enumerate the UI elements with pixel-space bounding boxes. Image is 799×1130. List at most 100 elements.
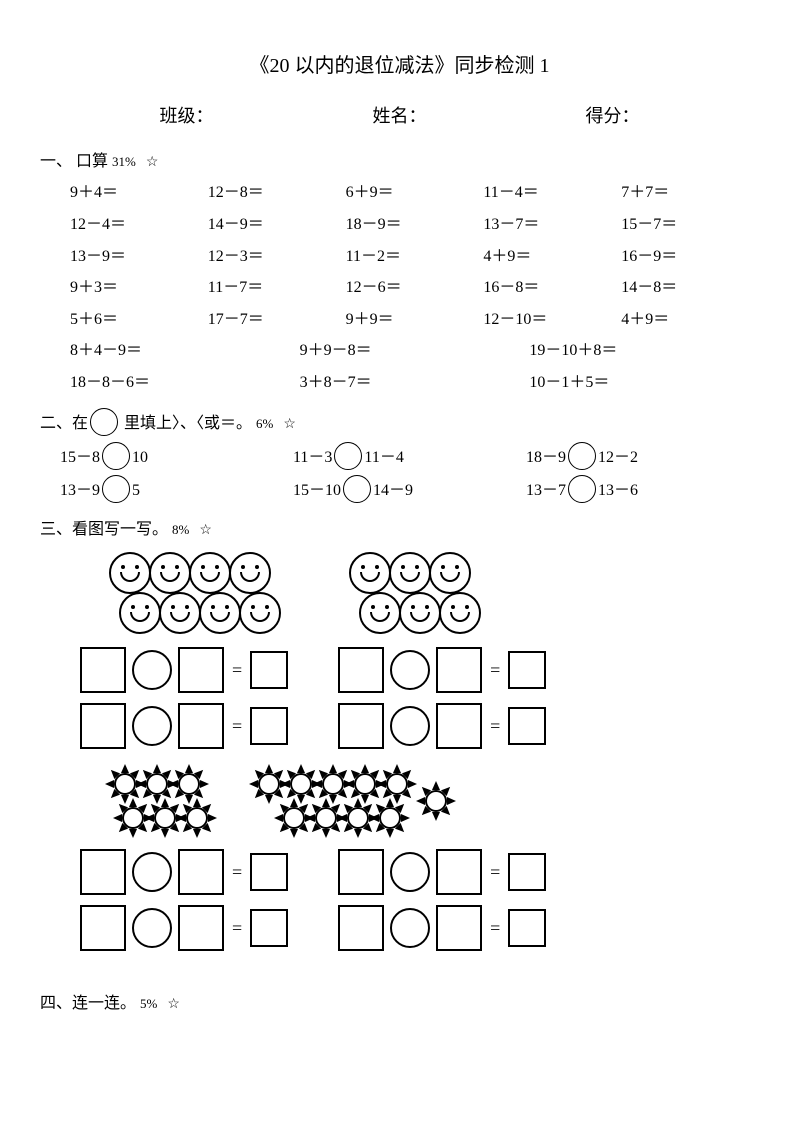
suns-left xyxy=(100,767,213,835)
page-title: 《20 以内的退位减法》同步检测 1 xyxy=(40,50,759,82)
circle-icon xyxy=(102,442,130,470)
math-cell: 18－9＝ xyxy=(346,212,484,238)
blank-box xyxy=(508,707,546,745)
equation-line: = xyxy=(80,647,288,693)
circle-icon xyxy=(90,408,118,436)
math-cell: 15－7＝ xyxy=(621,212,759,238)
lone-sun xyxy=(413,784,452,818)
operator-circle xyxy=(390,706,430,746)
s1-star: ☆ xyxy=(146,155,159,170)
s4-title: 四、连一连。 xyxy=(40,995,136,1012)
math-cell: 13－9＝ xyxy=(70,244,208,270)
equation-line: = xyxy=(338,647,546,693)
section3-head: 三、看图写一写。 8% ☆ xyxy=(40,517,759,543)
s2-title-b: 里填上〉、〈或＝。 xyxy=(120,415,252,432)
blank-box xyxy=(178,849,224,895)
s3-star: ☆ xyxy=(199,523,212,538)
blank-box xyxy=(338,703,384,749)
header-row: 班级： 姓名： 得分： xyxy=(40,102,759,131)
blank-box xyxy=(436,647,482,693)
math-cell: 7＋7＝ xyxy=(621,180,759,206)
blank-box xyxy=(436,849,482,895)
equals-sign: = xyxy=(230,656,244,685)
comparison-item: 18－912－2 xyxy=(526,442,759,471)
math-cell: 12－6＝ xyxy=(346,275,484,301)
operator-circle xyxy=(390,650,430,690)
smiley-icon xyxy=(429,552,471,594)
math-cell: 18－8－6＝ xyxy=(70,370,300,396)
smiley-icon xyxy=(389,552,431,594)
math-cell: 9＋9＝ xyxy=(346,307,484,333)
blank-box xyxy=(250,651,288,689)
sun-icon xyxy=(180,801,214,835)
circle-icon xyxy=(102,475,130,503)
smiley-icon xyxy=(159,592,201,634)
faces-left xyxy=(100,553,280,633)
circle-icon xyxy=(568,475,596,503)
blank-box xyxy=(80,647,126,693)
s1-title: 一、 口算 xyxy=(40,153,108,170)
blank-box xyxy=(338,849,384,895)
eq-col: == xyxy=(338,647,546,749)
equals-sign: = xyxy=(488,656,502,685)
name-label: 姓名： xyxy=(373,102,427,131)
math-cell: 16－8＝ xyxy=(483,275,621,301)
blank-box xyxy=(80,849,126,895)
equals-sign: = xyxy=(488,712,502,741)
smiley-icon xyxy=(399,592,441,634)
sun-icon xyxy=(419,784,453,818)
eq-col: == xyxy=(80,647,288,749)
math-cell: 9＋3＝ xyxy=(70,275,208,301)
blank-box xyxy=(508,909,546,947)
s4-star: ☆ xyxy=(167,997,180,1012)
blank-box xyxy=(436,703,482,749)
s3-pct: 8% xyxy=(172,522,189,537)
math-cell: 9＋9－8＝ xyxy=(300,338,530,364)
equation-line: = xyxy=(80,849,288,895)
blank-box xyxy=(178,647,224,693)
equation-line: = xyxy=(338,849,546,895)
comparison-item: 13－95 xyxy=(60,475,293,504)
circle-icon xyxy=(343,475,371,503)
suns-area xyxy=(40,767,759,835)
equation-line: = xyxy=(80,703,288,749)
math-cell: 17－7＝ xyxy=(208,307,346,333)
smiley-icon xyxy=(109,552,151,594)
operator-circle xyxy=(132,852,172,892)
sun-icon xyxy=(373,801,407,835)
comparison-item: 13－713－6 xyxy=(526,475,759,504)
equation-line: = xyxy=(338,703,546,749)
blank-box xyxy=(80,703,126,749)
comparison-item: 11－311－4 xyxy=(293,442,526,471)
faces-area xyxy=(40,553,759,633)
s3-title: 三、看图写一写。 xyxy=(40,521,168,538)
s4-pct: 5% xyxy=(140,996,157,1011)
score-label: 得分： xyxy=(586,102,640,131)
mental-math-grid-3col: 8＋4－9＝9＋9－8＝19－10＋8＝18－8－6＝3＋8－7＝10－1＋5＝ xyxy=(40,338,759,395)
blank-box xyxy=(178,703,224,749)
smiley-icon xyxy=(239,592,281,634)
equals-sign: = xyxy=(488,858,502,887)
blank-box xyxy=(338,647,384,693)
math-cell: 11－7＝ xyxy=(208,275,346,301)
smiley-icon xyxy=(149,552,191,594)
comparison-item: 15－1014－9 xyxy=(293,475,526,504)
blank-box xyxy=(508,853,546,891)
comparison-item: 15－810 xyxy=(60,442,293,471)
smiley-icon xyxy=(189,552,231,594)
math-cell: 16－9＝ xyxy=(621,244,759,270)
blank-box xyxy=(178,905,224,951)
math-cell: 3＋8－7＝ xyxy=(300,370,530,396)
math-cell: 14－9＝ xyxy=(208,212,346,238)
sun-icon xyxy=(172,767,206,801)
math-cell: 4＋9＝ xyxy=(621,307,759,333)
operator-circle xyxy=(132,706,172,746)
blank-box xyxy=(80,905,126,951)
blank-box xyxy=(250,853,288,891)
section1-head: 一、 口算 31% ☆ xyxy=(40,149,759,175)
blank-box xyxy=(338,905,384,951)
class-label: 班级： xyxy=(160,102,214,131)
math-cell: 13－7＝ xyxy=(483,212,621,238)
math-cell: 8＋4－9＝ xyxy=(70,338,300,364)
smiley-icon xyxy=(439,592,481,634)
